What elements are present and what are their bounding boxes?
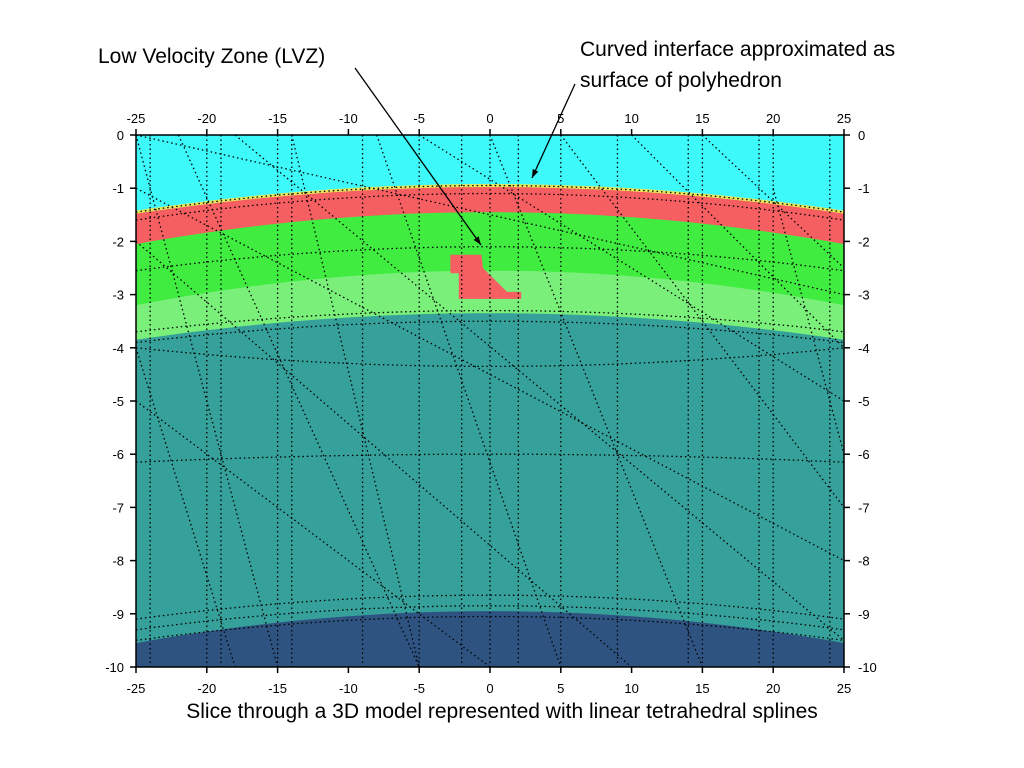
grid-curve	[136, 347, 844, 368]
x-tick-label-bottom: 15	[695, 681, 709, 696]
grid-diagonal	[136, 135, 279, 667]
x-tick-label-top: 10	[624, 111, 638, 126]
x-tick-label-top: 20	[766, 111, 780, 126]
y-tick-label-right: -8	[858, 554, 870, 569]
x-tick-label-bottom: -10	[339, 681, 358, 696]
y-tick-label-right: -5	[858, 394, 870, 409]
y-tick-label-left: -4	[112, 341, 124, 356]
x-tick-label-bottom: 20	[766, 681, 780, 696]
figure-caption: Slice through a 3D model represented wit…	[186, 700, 818, 723]
grid-diagonal	[136, 240, 633, 667]
x-tick-label-top: 0	[486, 111, 493, 126]
x-tick-label-top: -10	[339, 111, 358, 126]
grid-diagonal	[136, 347, 236, 667]
y-tick-label-right: -9	[858, 607, 870, 622]
y-tick-label-left: -6	[112, 447, 124, 462]
x-tick-label-bottom: 0	[486, 681, 493, 696]
grid-diagonal	[701, 135, 844, 269]
y-tick-label-left: -5	[112, 394, 124, 409]
annotation-arrows	[354, 67, 576, 246]
axis-ticks: -25-25-20-20-15-15-10-10-5-5005510101515…	[105, 111, 877, 696]
x-tick-label-top: 25	[837, 111, 851, 126]
lvz-arrow	[354, 67, 482, 246]
grid-diagonal	[291, 135, 420, 667]
lvz-annotation: Low Velocity Zone (LVZ)	[98, 45, 326, 68]
grid-diagonal	[136, 187, 844, 562]
velocity-layers	[136, 135, 844, 667]
y-tick-label-right: -4	[858, 341, 870, 356]
y-tick-label-left: 0	[117, 128, 124, 143]
x-tick-label-top: -25	[127, 111, 146, 126]
lvz-blob	[450, 254, 522, 299]
interface-arrow	[531, 83, 576, 179]
x-tick-label-bottom: -5	[413, 681, 425, 696]
y-tick-label-right: -10	[858, 660, 877, 675]
grid-curve	[136, 453, 844, 463]
y-tick-label-left: -1	[112, 181, 124, 196]
x-tick-label-bottom: -25	[127, 681, 146, 696]
grid-diagonal	[376, 135, 562, 667]
y-tick-label-right: -2	[858, 234, 870, 249]
y-tick-label-right: 0	[858, 128, 865, 143]
tetrahedral-grid-lines	[136, 135, 844, 667]
y-tick-label-left: -9	[112, 607, 124, 622]
interface-arrow-head	[532, 169, 539, 178]
lvz-arrow-head	[473, 236, 481, 245]
y-tick-label-left: -8	[112, 554, 124, 569]
x-tick-label-bottom: -20	[197, 681, 216, 696]
y-tick-label-left: -3	[112, 288, 124, 303]
x-tick-label-bottom: 25	[837, 681, 851, 696]
grid-diagonal	[177, 135, 420, 667]
grid-diagonal	[560, 135, 844, 508]
curved-interface-line-1: Curved interface approximated as	[580, 38, 896, 61]
grid-diagonal	[234, 135, 844, 641]
y-tick-label-right: -1	[858, 181, 870, 196]
grid-diagonal	[631, 135, 844, 349]
y-tick-label-right: -6	[858, 447, 870, 462]
y-tick-label-right: -7	[858, 500, 870, 515]
x-tick-label-top: 15	[695, 111, 709, 126]
y-tick-label-right: -3	[858, 288, 870, 303]
x-tick-label-top: 5	[557, 111, 564, 126]
grid-diagonal	[489, 135, 704, 667]
y-tick-label-left: -10	[105, 660, 124, 675]
grid-diagonal	[772, 188, 844, 455]
x-tick-label-bottom: -15	[268, 681, 287, 696]
y-tick-label-left: -2	[112, 234, 124, 249]
y-tick-label-left: -7	[112, 500, 124, 515]
grid-diagonal	[136, 400, 491, 667]
x-tick-label-bottom: 5	[557, 681, 564, 696]
curved-interface-line-2: surface of polyhedron	[580, 69, 782, 92]
x-tick-label-top: -5	[413, 111, 425, 126]
x-tick-label-top: -20	[197, 111, 216, 126]
curved-interface-annotation: Curved interface approximated as surface…	[580, 34, 895, 96]
x-tick-label-top: -15	[268, 111, 287, 126]
x-tick-label-bottom: 10	[624, 681, 638, 696]
